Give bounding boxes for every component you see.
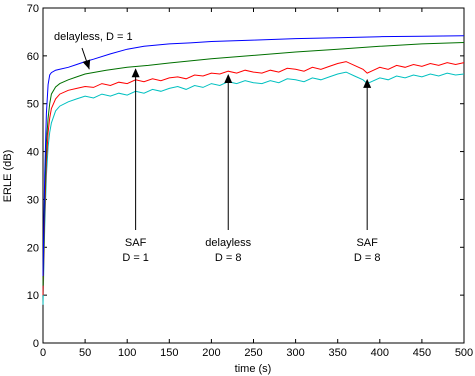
annotation-arrowhead (363, 78, 372, 88)
x-tick-label: 250 (244, 347, 262, 359)
y-tick-label: 70 (27, 3, 39, 15)
y-axis-label: ERLE (dB) (2, 150, 14, 203)
y-tick-label: 40 (27, 147, 39, 159)
series-line-2 (42, 61, 465, 296)
x-tick-label: 150 (160, 347, 178, 359)
annotation-label-line2: D = 1 (122, 252, 149, 264)
annotation-arrowhead (131, 68, 140, 78)
y-tick-label: 10 (27, 290, 39, 302)
x-tick-label: 50 (79, 347, 91, 359)
series-line-3 (42, 71, 465, 305)
plot-frame (42, 7, 465, 344)
y-tick-label: 20 (27, 242, 39, 254)
y-tick-label: 30 (27, 194, 39, 206)
x-tick-label: 450 (413, 347, 431, 359)
series-line-0 (42, 35, 465, 277)
x-tick-label: 100 (118, 347, 136, 359)
series-line-1 (42, 42, 465, 286)
x-tick-label: 200 (202, 347, 220, 359)
annotation-label: delayless (205, 237, 251, 249)
annotation-arrowhead (224, 74, 233, 84)
x-tick-label: 300 (286, 347, 304, 359)
x-tick-label: 400 (371, 347, 389, 359)
x-tick-label: 500 (455, 347, 473, 359)
annotation-arrowhead (82, 59, 91, 70)
x-tick-label: 350 (329, 347, 347, 359)
x-axis-label: time (s) (235, 363, 272, 375)
annotation-label: SAF (356, 237, 378, 249)
x-tick-label: 0 (40, 347, 46, 359)
y-tick-label: 50 (27, 99, 39, 111)
annotation-label-line2: D = 8 (354, 252, 381, 264)
y-tick-label: 60 (27, 51, 39, 63)
y-tick-label: 0 (33, 338, 39, 350)
annotation-label: delayless, D = 1 (54, 31, 133, 43)
annotation-label-line2: D = 8 (215, 252, 242, 264)
annotation-label: SAF (125, 237, 147, 249)
